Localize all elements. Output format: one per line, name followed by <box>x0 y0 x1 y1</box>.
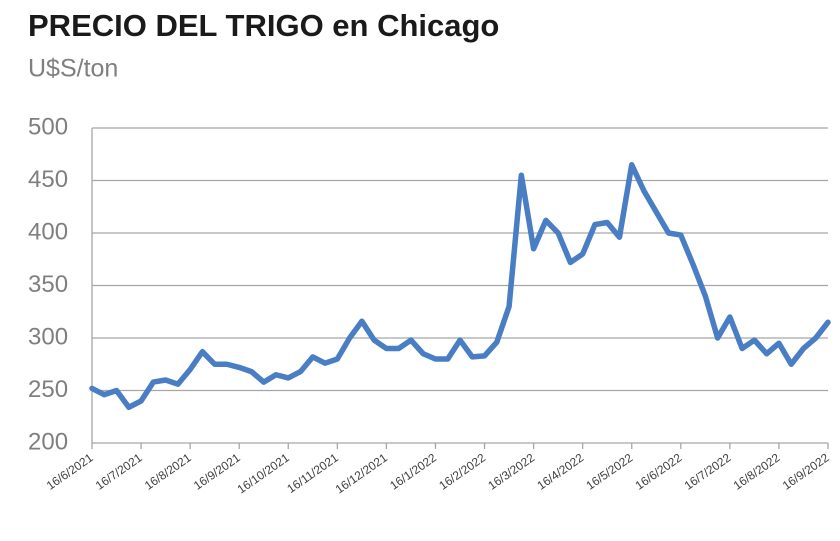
x-tick-label: 16/7/2021 <box>93 450 145 492</box>
x-tick-label: 16/8/2022 <box>731 450 783 492</box>
y-tick-label: 450 <box>28 166 68 193</box>
x-tick-label: 16/9/2022 <box>780 450 832 492</box>
y-tick-label: 200 <box>28 428 68 455</box>
x-tick-label: 16/11/2021 <box>284 450 341 496</box>
y-tick-label: 350 <box>28 271 68 298</box>
x-tick-label: 16/5/2022 <box>584 450 636 492</box>
chart-subtitle: U$S/ton <box>28 55 118 83</box>
x-tick-label: 16/3/2022 <box>485 450 537 492</box>
x-tick-label: 16/12/2021 <box>333 450 390 496</box>
y-tick-label: 250 <box>28 376 68 403</box>
chart-title: PRECIO DEL TRIGO en Chicago <box>28 8 499 43</box>
x-tick-label: 16/6/2021 <box>44 450 96 492</box>
x-tick-label: 16/7/2022 <box>682 450 734 492</box>
x-tick-label: 16/10/2021 <box>235 450 292 496</box>
line <box>89 162 831 411</box>
x-tick-label: 16/1/2022 <box>387 450 439 492</box>
x-tick-label: 16/8/2021 <box>142 450 194 492</box>
x-tick-label: 16/4/2022 <box>534 450 586 492</box>
y-tick-label: 500 <box>28 113 68 140</box>
x-tick-label: 16/6/2022 <box>633 450 685 492</box>
y-tick-label: 400 <box>28 218 68 245</box>
x-tick-label: 16/2/2022 <box>436 450 488 492</box>
y-tick-label: 300 <box>28 323 68 350</box>
